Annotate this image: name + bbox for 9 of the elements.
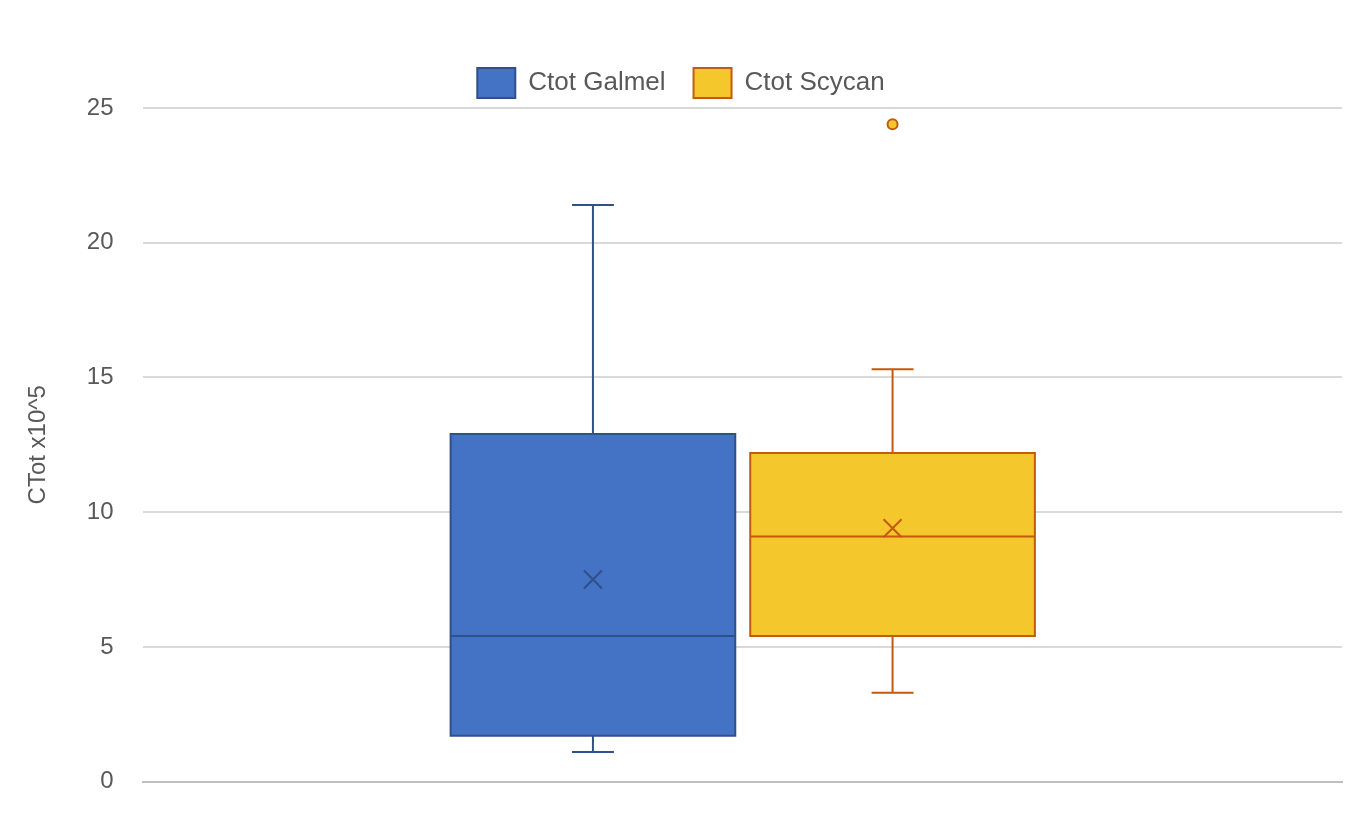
y-tick-label: 25 — [86, 92, 114, 120]
y-tick-label: 10 — [86, 496, 114, 524]
y-tick-label: 5 — [100, 631, 114, 659]
y-tick-label: 15 — [86, 362, 114, 390]
legend-label: Ctot Scycan — [744, 66, 885, 97]
legend-label: Ctot Galmel — [528, 66, 666, 97]
y-axis-title: CTot x10^5 — [23, 385, 51, 505]
y-tick-label: 20 — [86, 227, 114, 255]
y-tick-label: 0 — [100, 766, 114, 794]
